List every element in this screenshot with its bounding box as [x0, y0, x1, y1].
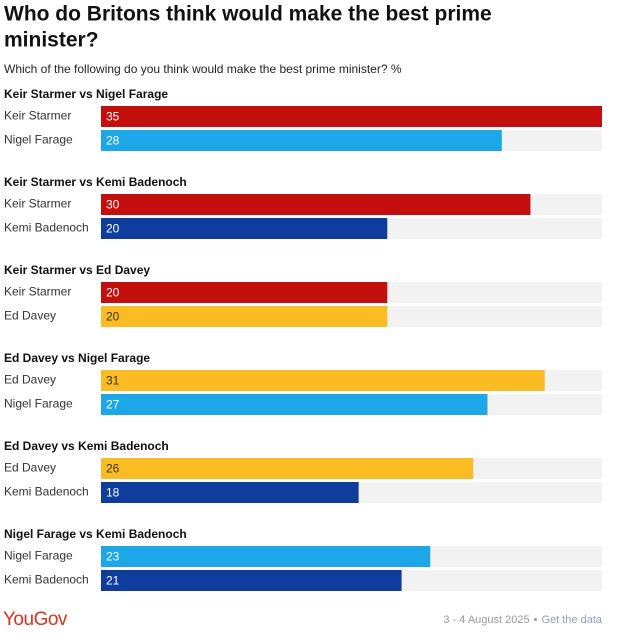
value-label: 20 [106, 286, 120, 300]
bar [101, 282, 388, 303]
value-label: 31 [106, 374, 120, 388]
panel-title: Keir Starmer vs Ed Davey [4, 263, 150, 277]
bar [101, 482, 359, 503]
category-label: Keir Starmer [4, 197, 71, 211]
category-label: Kemi Badenoch [4, 573, 89, 587]
bar [101, 370, 545, 391]
category-label: Nigel Farage [4, 133, 73, 147]
panel-title: Keir Starmer vs Nigel Farage [4, 87, 168, 101]
brand-logo: YouGov [3, 609, 68, 630]
value-label: 30 [106, 198, 120, 212]
value-label: 23 [106, 550, 120, 564]
category-label: Kemi Badenoch [4, 221, 89, 235]
value-label: 20 [106, 310, 120, 324]
category-label: Ed Davey [4, 309, 56, 323]
category-label: Nigel Farage [4, 397, 73, 411]
chart-title-line2: minister? [4, 29, 99, 52]
bar [101, 306, 388, 327]
value-label: 35 [106, 110, 120, 124]
date: 3 - 4 August 2025 [443, 614, 529, 626]
value-label: 21 [106, 574, 120, 588]
panel-title: Keir Starmer vs Kemi Badenoch [4, 175, 187, 189]
category-label: Keir Starmer [4, 109, 71, 123]
value-label: 28 [106, 134, 120, 148]
category-label: Ed Davey [4, 461, 56, 475]
value-label: 26 [106, 462, 120, 476]
category-label: Kemi Badenoch [4, 485, 89, 499]
bar [101, 106, 602, 127]
category-label: Nigel Farage [4, 549, 73, 563]
panel-title: Ed Davey vs Kemi Badenoch [4, 439, 169, 453]
separator: • [534, 614, 538, 626]
bar [101, 546, 431, 567]
chart-subtitle: Which of the following do you think woul… [4, 62, 402, 76]
chart-title-line1: Who do Britons think would make the best… [4, 3, 492, 26]
panel-title: Nigel Farage vs Kemi Badenoch [4, 527, 187, 541]
bar [101, 570, 402, 591]
value-label: 20 [106, 222, 120, 236]
bar [101, 458, 474, 479]
value-label: 18 [106, 486, 120, 500]
bar [101, 194, 531, 215]
bar [101, 218, 388, 239]
panel-title: Ed Davey vs Nigel Farage [4, 351, 150, 365]
data-link[interactable]: Get the data [541, 614, 602, 626]
bar [101, 130, 502, 151]
category-label: Keir Starmer [4, 285, 71, 299]
category-label: Ed Davey [4, 373, 56, 387]
value-label: 27 [106, 398, 120, 412]
bar [101, 394, 488, 415]
